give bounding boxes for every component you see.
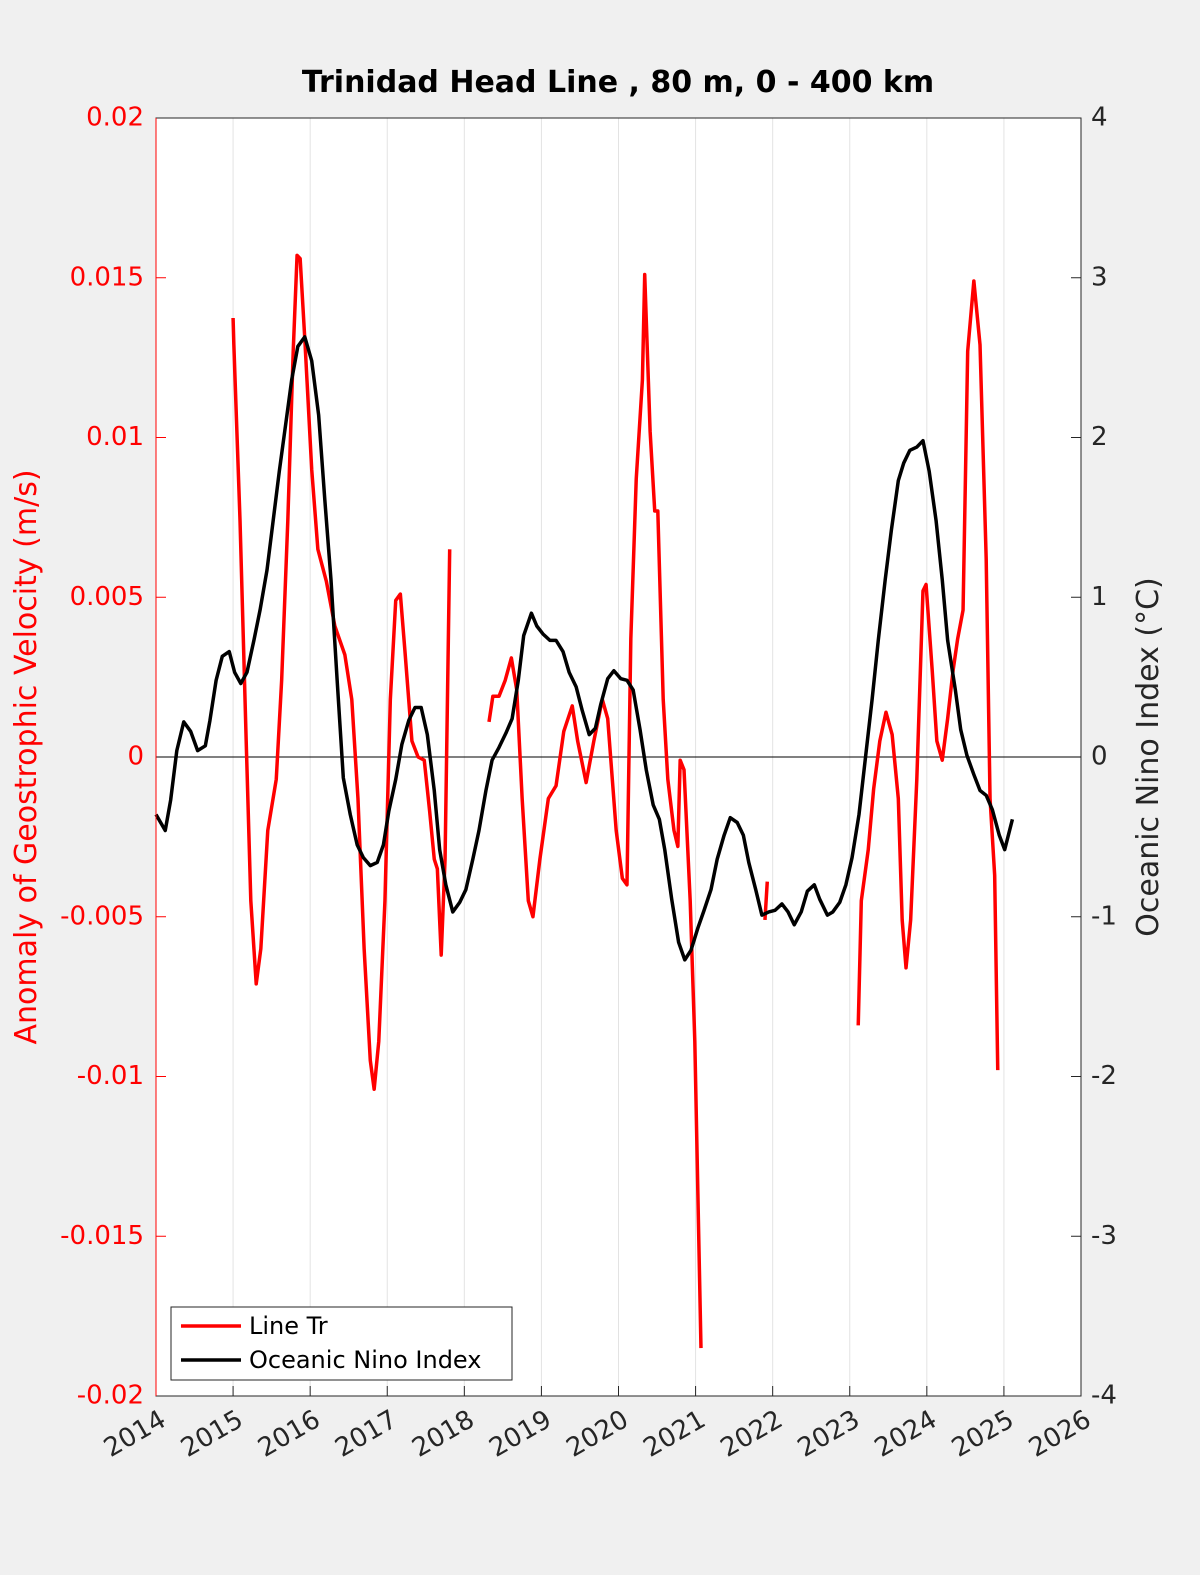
y2-tick-label: 4 (1091, 103, 1108, 133)
x-tick-label: 2026 (1024, 1405, 1096, 1464)
y-tick-label: -0.01 (77, 1061, 144, 1091)
y2-tick-label: -2 (1091, 1061, 1117, 1091)
x-tick-label: 2017 (330, 1405, 402, 1464)
x-tick-label: 2022 (716, 1405, 788, 1464)
y-tick-label: 0.02 (86, 103, 144, 133)
y2-tick-label: 1 (1091, 582, 1108, 612)
x-tick-label: 2025 (947, 1405, 1019, 1464)
y-axis-label: Anomaly of Geostrophic Velocity (m/s) (9, 469, 44, 1044)
y2-axis-label: Oceanic Nino Index (°C) (1131, 577, 1166, 937)
x-tick-label: 2018 (407, 1405, 479, 1464)
chart-title: Trinidad Head Line , 80 m, 0 - 400 km (302, 65, 934, 100)
y-tick-label: -0.02 (77, 1381, 144, 1411)
legend-box (170, 1306, 513, 1381)
x-tick-label: 2021 (639, 1405, 711, 1464)
y-tick-label: 0.005 (70, 582, 144, 612)
y2-tick-label: 0 (1091, 742, 1108, 772)
y-tick-label: -0.015 (60, 1221, 144, 1251)
series-line (231, 253, 1000, 1349)
y2-tick-label: 2 (1091, 422, 1108, 452)
y2-tick-label: 3 (1091, 262, 1108, 292)
x-tick-label: 2019 (484, 1405, 556, 1464)
y2-tick-label: -3 (1091, 1221, 1117, 1251)
x-tick-label: 2015 (176, 1405, 248, 1464)
y2-tick-label: -4 (1091, 1381, 1117, 1411)
series-line (154, 335, 1015, 962)
x-tick-label: 2020 (561, 1405, 633, 1464)
legend-label: Oceanic Nino Index (249, 1346, 481, 1374)
y-tick-label: 0 (127, 742, 144, 772)
y-tick-label: 0.015 (70, 262, 144, 292)
legend-label: Line Tr (249, 1312, 328, 1340)
x-tick-label: 2016 (253, 1405, 325, 1464)
x-tick-label: 2024 (870, 1405, 942, 1464)
y-tick-label: 0.01 (86, 422, 144, 452)
x-tick-label: 2014 (99, 1405, 171, 1464)
y-tick-label: -0.005 (60, 901, 144, 931)
x-tick-label: 2023 (793, 1405, 865, 1464)
y2-tick-label: -1 (1091, 901, 1117, 931)
